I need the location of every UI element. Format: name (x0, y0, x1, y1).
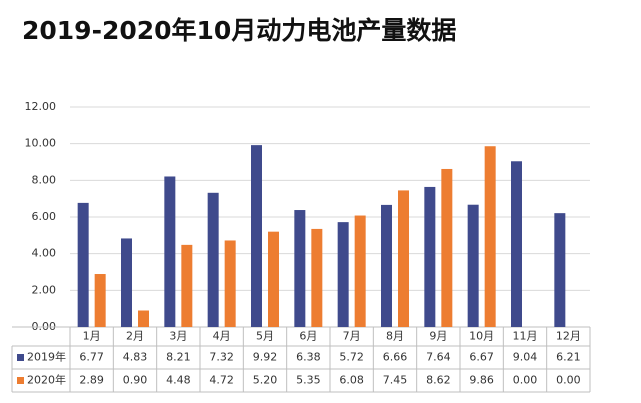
x-tick-label: 1月 (83, 330, 101, 343)
table-value: 9.92 (253, 351, 278, 364)
table-value: 6.38 (296, 351, 321, 364)
y-tick-label: 4.00 (32, 247, 57, 260)
table-value: 8.21 (166, 351, 191, 364)
bar (294, 210, 306, 327)
bar (354, 215, 366, 327)
bar (424, 186, 436, 327)
table-value: 0.90 (123, 374, 148, 387)
x-tick-label: 6月 (299, 330, 317, 343)
x-tick-label: 8月 (386, 330, 404, 343)
bar (181, 244, 193, 327)
x-tick-label: 10月 (469, 330, 494, 343)
table-value: 7.32 (209, 351, 234, 364)
y-tick-label: 6.00 (32, 210, 57, 223)
bar (381, 204, 392, 327)
table-value: 5.20 (253, 374, 278, 387)
bar (94, 274, 106, 327)
table-value: 6.66 (383, 351, 408, 364)
x-tick-label: 3月 (169, 330, 187, 343)
y-tick-label: 12.00 (25, 100, 57, 113)
bar (398, 190, 409, 327)
table-value: 8.62 (426, 374, 451, 387)
table-value: 0.00 (556, 374, 581, 387)
table-value: 6.21 (556, 351, 581, 364)
table-value: 5.72 (339, 351, 364, 364)
x-tick-label: 11月 (513, 330, 538, 343)
x-tick-label: 7月 (343, 330, 361, 343)
legend-swatch (17, 354, 24, 361)
bar (441, 168, 453, 327)
table-value: 6.08 (339, 374, 364, 387)
x-tick-label: 9月 (429, 330, 447, 343)
x-tick-label: 12月 (556, 330, 581, 343)
bar (207, 192, 219, 327)
table-value: 6.67 (469, 351, 494, 364)
legend-label: 2020年 (27, 373, 66, 387)
table-value: 9.04 (513, 351, 538, 364)
table-value: 2.89 (79, 374, 104, 387)
table-value: 4.83 (123, 351, 148, 364)
bar (251, 145, 262, 327)
bar (77, 202, 89, 327)
table-value: 7.45 (383, 374, 408, 387)
bar (164, 176, 176, 327)
table-value: 6.77 (79, 351, 104, 364)
bar (224, 240, 236, 327)
y-tick-label: 2.00 (32, 283, 57, 296)
bar (268, 231, 279, 327)
y-tick-label: 8.00 (32, 173, 57, 186)
bar (121, 238, 132, 327)
bar (484, 146, 496, 327)
table-value: 4.72 (209, 374, 234, 387)
chart-title: 2019-2020年10月动力电池产量数据 (22, 16, 456, 45)
table-value: 7.64 (426, 351, 451, 364)
bar (138, 310, 149, 327)
x-tick-label: 5月 (256, 330, 274, 343)
table-value: 0.00 (513, 374, 538, 387)
y-tick-label: 10.00 (25, 137, 57, 150)
table-value: 4.48 (166, 374, 191, 387)
bar (311, 228, 323, 327)
bar (511, 161, 522, 327)
table-value: 9.86 (469, 374, 494, 387)
table-value: 5.35 (296, 374, 321, 387)
x-tick-label: 2月 (126, 330, 144, 343)
bar (554, 213, 566, 327)
x-tick-label: 4月 (213, 330, 231, 343)
bar (337, 222, 349, 327)
bar (467, 204, 479, 327)
legend-swatch (17, 377, 24, 384)
legend-label: 2019年 (27, 350, 66, 364)
